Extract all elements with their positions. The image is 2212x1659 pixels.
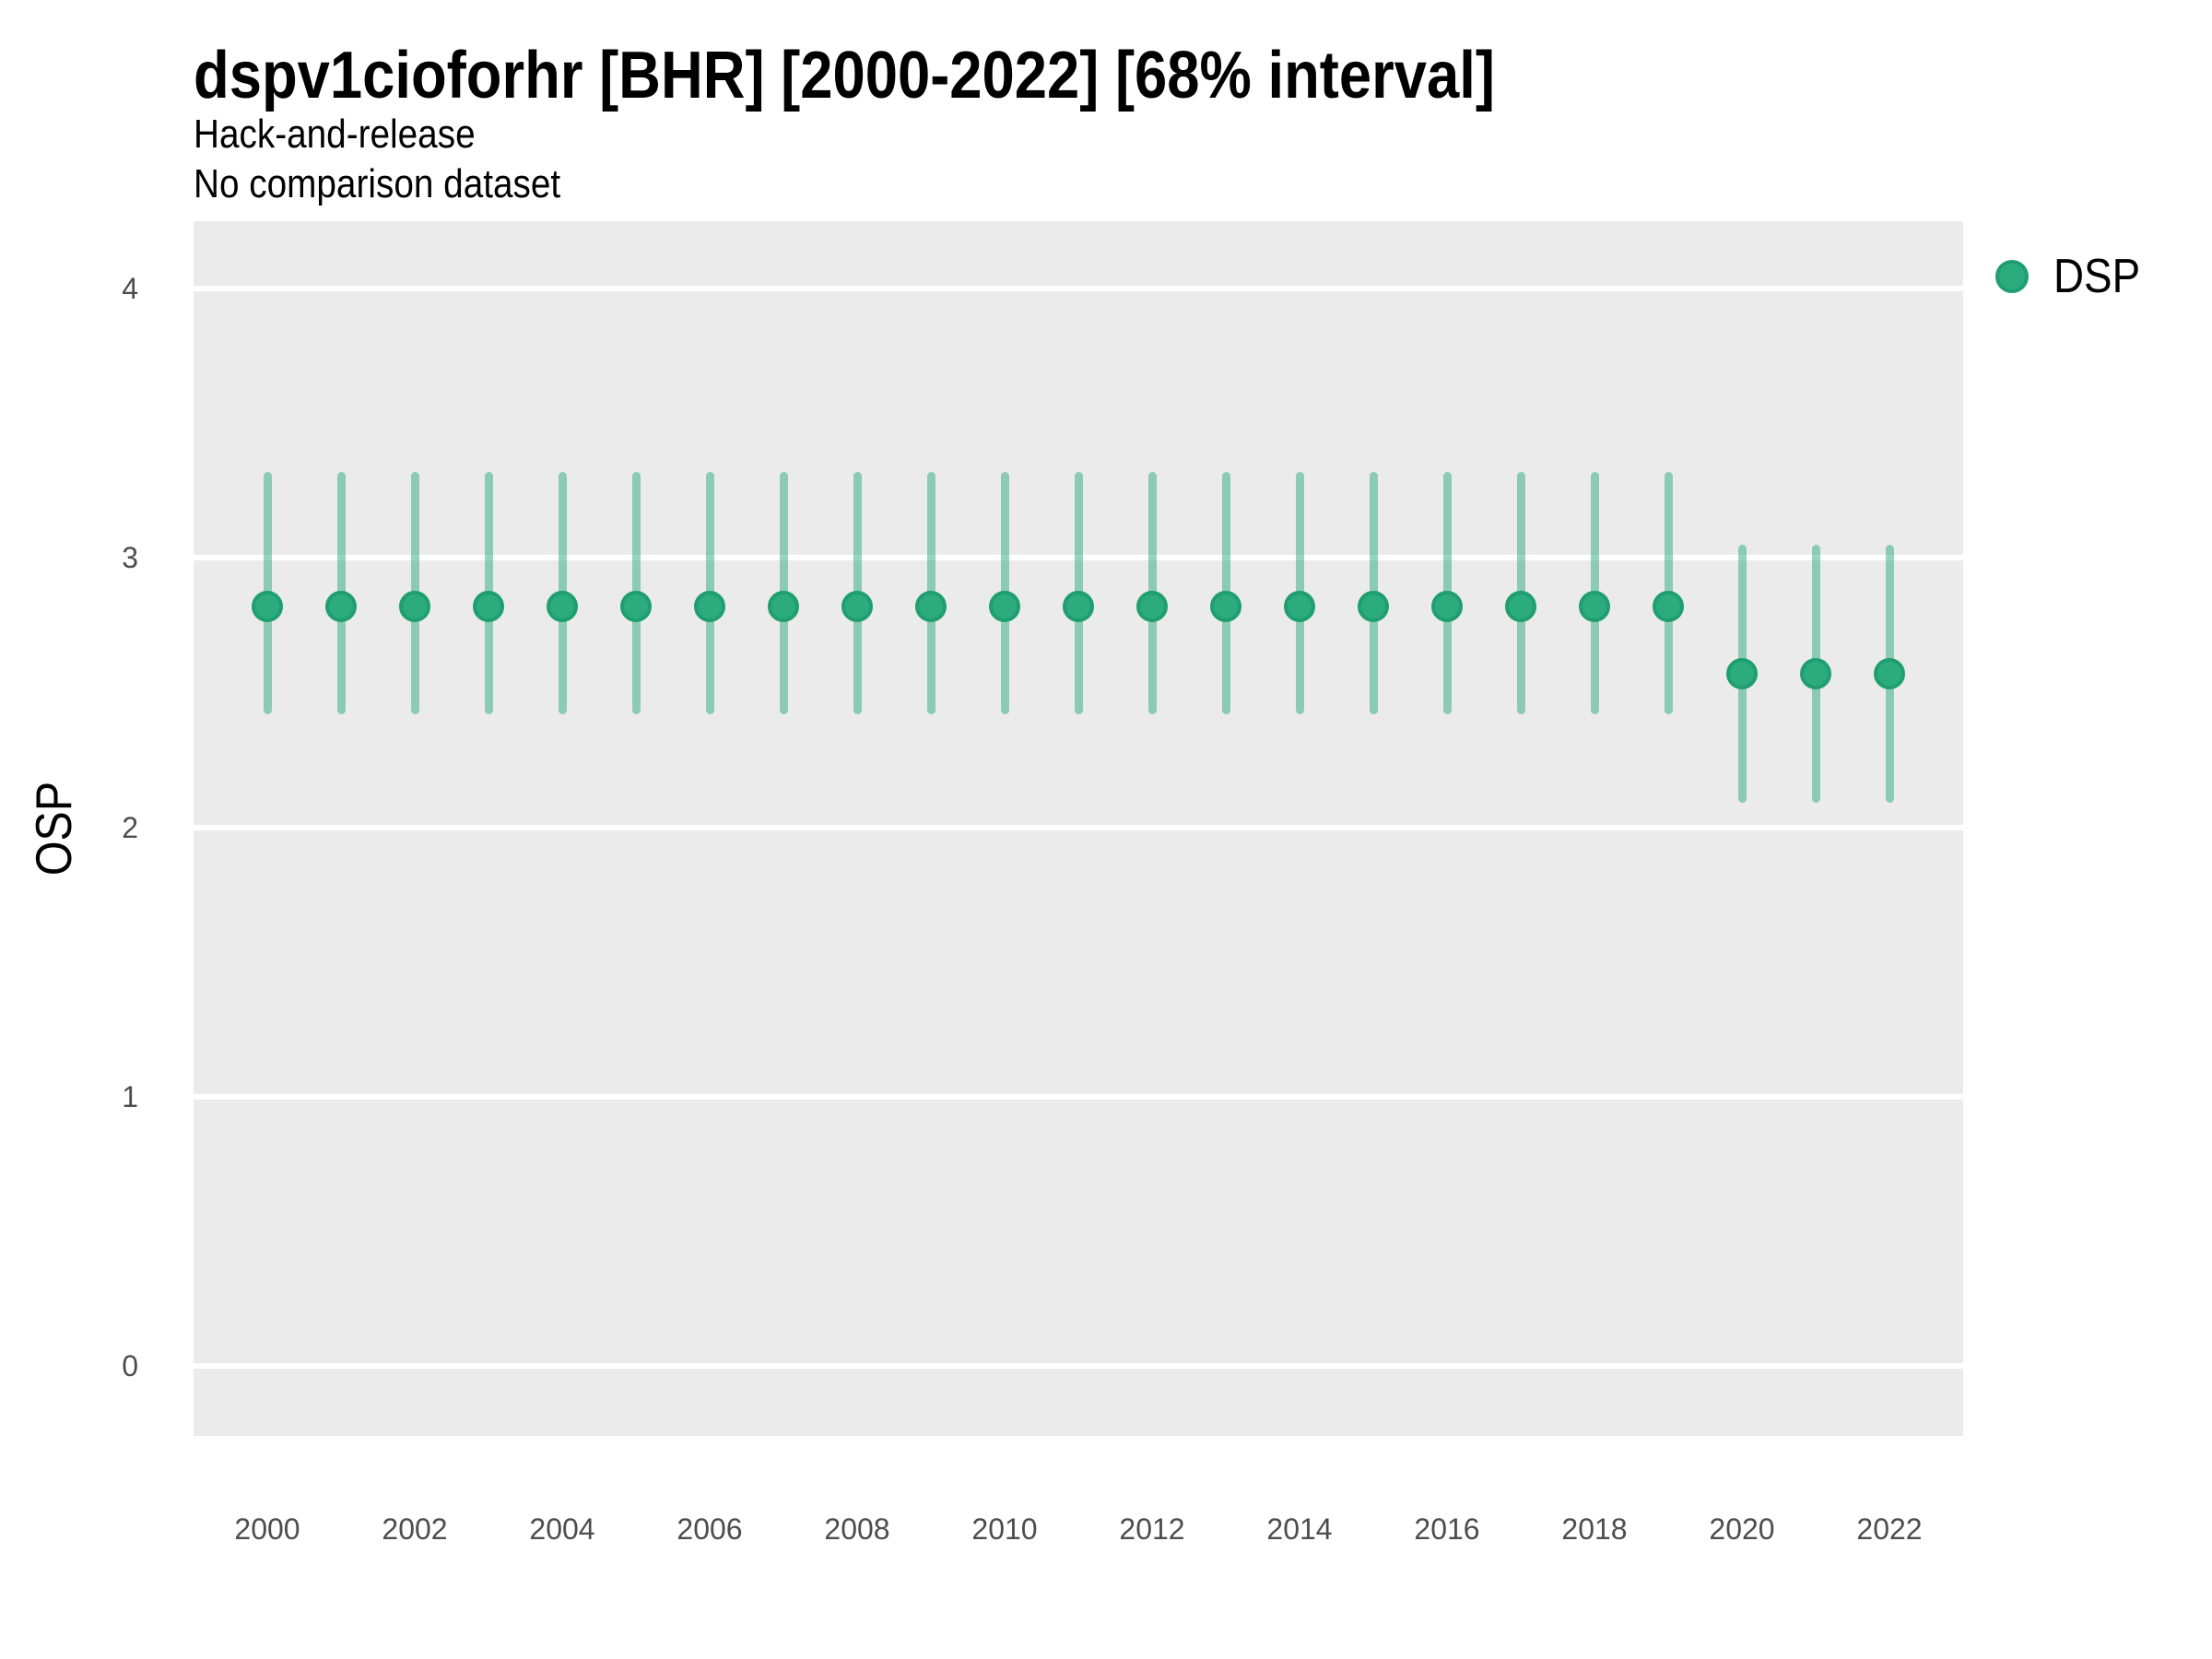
plot-panel [194, 221, 1963, 1436]
x-tick-label: 2012 [1119, 1512, 1185, 1546]
gridline-y-1 [194, 1093, 1963, 1100]
y-tick-label: 4 [122, 272, 138, 306]
y-tick-label: 3 [122, 541, 138, 575]
data-point [1653, 590, 1684, 622]
data-point [841, 590, 873, 622]
x-tick-label: 2014 [1266, 1512, 1333, 1546]
data-point [694, 590, 725, 622]
x-tick-label: 2000 [234, 1512, 300, 1546]
data-point [1579, 590, 1610, 622]
data-point [915, 590, 947, 622]
legend-label: DSP [2053, 250, 2141, 303]
y-tick-label: 0 [122, 1349, 138, 1383]
chart-title: dspv1cioforhr [BHR] [2000-2022] [68% int… [194, 39, 1495, 112]
legend: DSP [1991, 249, 2203, 304]
data-point [473, 590, 504, 622]
data-point [1726, 657, 1758, 689]
y-tick-label: 1 [122, 1079, 138, 1113]
data-point [1284, 590, 1315, 622]
data-point [252, 590, 283, 622]
x-tick-label: 2010 [971, 1512, 1038, 1546]
data-point [1358, 590, 1389, 622]
data-point [620, 590, 652, 622]
data-point [989, 590, 1020, 622]
x-tick-label: 2016 [1414, 1512, 1480, 1546]
gridline-y-0 [194, 1363, 1963, 1370]
y-tick-label: 2 [122, 810, 138, 844]
data-point [325, 590, 357, 622]
x-tick-label: 2018 [1561, 1512, 1628, 1546]
gridline-y-4 [194, 286, 1963, 292]
data-point [768, 590, 799, 622]
data-point [1063, 590, 1094, 622]
data-point [1210, 590, 1241, 622]
chart-subtitle: Hack-and-release [194, 112, 476, 157]
gridline-y-2 [194, 824, 1963, 830]
x-tick-label: 2020 [1709, 1512, 1775, 1546]
legend-swatch-dot-icon [1995, 260, 2029, 293]
x-tick-label: 2002 [382, 1512, 448, 1546]
chart-note: No comparison dataset [194, 161, 561, 206]
x-tick-label: 2022 [1856, 1512, 1923, 1546]
data-point [1505, 590, 1536, 622]
data-point [547, 590, 578, 622]
x-tick-label: 2008 [824, 1512, 890, 1546]
data-point [1800, 657, 1831, 689]
data-point [1874, 657, 1905, 689]
data-point [1136, 590, 1168, 622]
x-tick-label: 2004 [529, 1512, 595, 1546]
data-point [399, 590, 430, 622]
data-point [1431, 590, 1463, 622]
x-tick-label: 2006 [677, 1512, 743, 1546]
